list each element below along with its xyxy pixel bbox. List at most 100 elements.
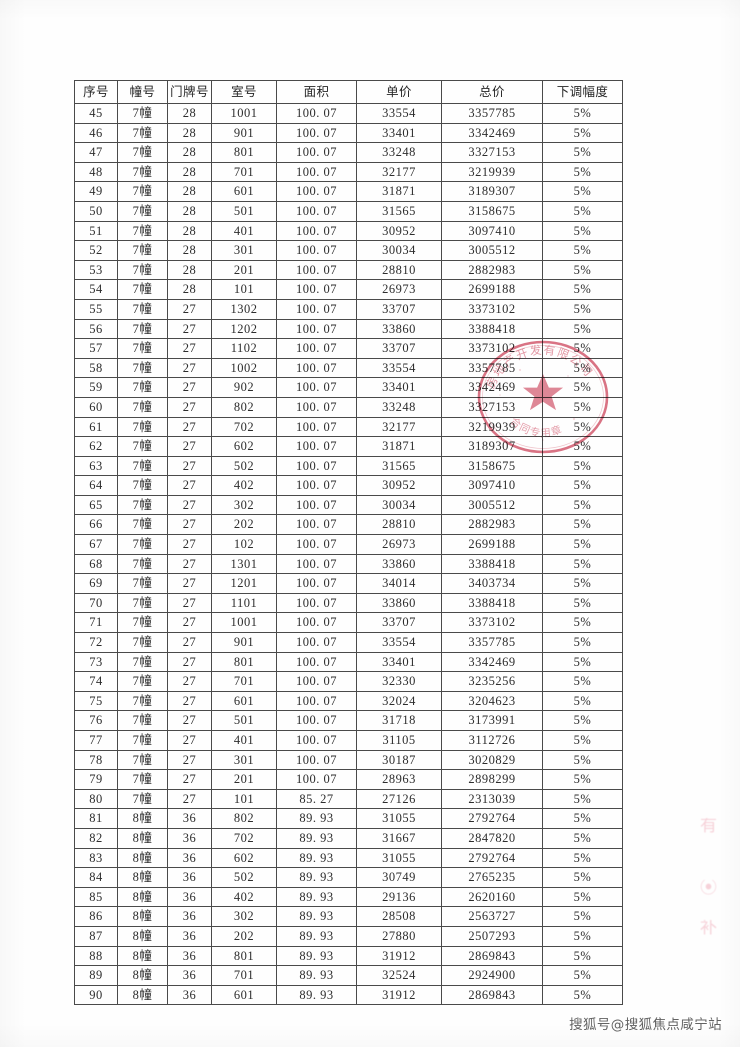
- cell-disc: 5%: [542, 553, 623, 575]
- cell-bldg: 7幢: [117, 632, 168, 653]
- cell-seq: 62: [74, 436, 118, 457]
- cell-room: 1302: [211, 298, 277, 320]
- cell-total: 3388418: [441, 318, 543, 340]
- table-row: 45 7幢 28 1001 100. 07 33554 3357785 5%: [74, 103, 623, 124]
- cell-disc: 5%: [542, 690, 623, 712]
- cell-disc: 5%: [542, 945, 623, 967]
- cell-area: 100. 07: [276, 553, 357, 575]
- cell-seq: 55: [74, 298, 118, 320]
- table-row: 88 8幢 36 801 89. 93 31912 2869843 5%: [74, 945, 623, 967]
- table-row: 59 7幢 27 902 100. 07 33401 3342469 5%: [74, 377, 623, 398]
- cell-total: 2882983: [441, 259, 543, 281]
- cell-disc: 5%: [542, 808, 623, 829]
- cell-room: 1002: [211, 357, 277, 379]
- cell-room: 702: [211, 416, 277, 438]
- cell-bldg: 8幢: [117, 965, 168, 986]
- cell-seq: 75: [74, 690, 118, 712]
- column-header-bldg: 幢号: [117, 80, 168, 104]
- cell-room: 302: [211, 906, 277, 927]
- cell-area: 89. 93: [276, 906, 357, 927]
- cell-disc: 5%: [542, 318, 623, 340]
- cell-total: 2699188: [441, 279, 543, 300]
- cell-bldg: 8幢: [117, 867, 168, 888]
- cell-bldg: 7幢: [117, 749, 168, 771]
- table-row: 76 7幢 27 501 100. 07 31718 3173991 5%: [74, 710, 623, 731]
- cell-disc: 5%: [542, 494, 623, 516]
- cell-room: 301: [211, 749, 277, 771]
- cell-area: 100. 07: [276, 690, 357, 712]
- cell-area: 100. 07: [276, 122, 357, 144]
- cell-unit: 33248: [356, 142, 442, 163]
- cell-unit: 33707: [356, 612, 442, 634]
- cell-bldg: 7幢: [117, 690, 168, 712]
- cell-total: 3112726: [441, 730, 543, 751]
- cell-disc: 5%: [542, 514, 623, 536]
- cell-bldg: 7幢: [117, 651, 168, 673]
- cell-disc: 5%: [542, 749, 623, 771]
- cell-total: 3020829: [441, 749, 543, 771]
- column-header-total: 总价: [441, 80, 543, 104]
- cell-room: 101: [211, 788, 277, 810]
- cell-total: 2924900: [441, 965, 543, 986]
- cell-area: 100. 07: [276, 396, 357, 418]
- cell-seq: 59: [74, 377, 118, 398]
- cell-unit: 30952: [356, 475, 442, 496]
- cell-bldg: 7幢: [117, 259, 168, 281]
- cell-total: 3357785: [441, 103, 543, 124]
- table-row: 49 7幢 28 601 100. 07 31871 3189307 5%: [74, 181, 623, 202]
- cell-seq: 71: [74, 612, 118, 634]
- cell-room: 502: [211, 455, 277, 477]
- table-row: 82 8幢 36 702 89. 93 31667 2847820 5%: [74, 827, 623, 849]
- cell-total: 3388418: [441, 553, 543, 575]
- column-header-area: 面积: [276, 80, 357, 104]
- table-row: 72 7幢 27 901 100. 07 33554 3357785 5%: [74, 632, 623, 653]
- cell-seq: 47: [74, 142, 118, 163]
- cell-total: 3342469: [441, 122, 543, 144]
- table-row: 58 7幢 27 1002 100. 07 33554 3357785 5%: [74, 357, 623, 379]
- cell-bldg: 7幢: [117, 475, 168, 496]
- cell-room: 902: [211, 377, 277, 398]
- cell-seq: 79: [74, 769, 118, 790]
- cell-total: 3097410: [441, 220, 543, 242]
- cell-room: 802: [211, 808, 277, 829]
- cell-total: 2792764: [441, 808, 543, 829]
- cell-seq: 88: [74, 945, 118, 967]
- cell-door: 28: [167, 161, 212, 183]
- cell-seq: 65: [74, 494, 118, 516]
- cell-unit: 32524: [356, 965, 442, 986]
- cell-area: 100. 07: [276, 161, 357, 183]
- cell-total: 3189307: [441, 181, 543, 202]
- cell-door: 27: [167, 710, 212, 731]
- cell-door: 36: [167, 984, 212, 1006]
- cell-unit: 30034: [356, 240, 442, 261]
- cell-door: 28: [167, 122, 212, 144]
- cell-disc: 5%: [542, 867, 623, 888]
- table-row: 51 7幢 28 401 100. 07 30952 3097410 5%: [74, 220, 623, 242]
- cell-area: 100. 07: [276, 592, 357, 614]
- cell-unit: 33707: [356, 298, 442, 320]
- cell-door: 36: [167, 847, 212, 869]
- cell-door: 27: [167, 475, 212, 496]
- cell-unit: 31565: [356, 200, 442, 222]
- cell-unit: 27880: [356, 925, 442, 947]
- cell-total: 3357785: [441, 357, 543, 379]
- cell-disc: 5%: [542, 338, 623, 359]
- cell-seq: 53: [74, 259, 118, 281]
- cell-room: 302: [211, 494, 277, 516]
- cell-room: 401: [211, 730, 277, 751]
- table-row: 66 7幢 27 202 100. 07 28810 2882983 5%: [74, 514, 623, 536]
- cell-unit: 27126: [356, 788, 442, 810]
- cell-area: 100. 07: [276, 710, 357, 731]
- cell-seq: 89: [74, 965, 118, 986]
- cell-unit: 33860: [356, 318, 442, 340]
- cell-door: 28: [167, 259, 212, 281]
- cell-area: 100. 07: [276, 259, 357, 281]
- cell-room: 1201: [211, 573, 277, 594]
- cell-total: 3327153: [441, 396, 543, 418]
- cell-disc: 5%: [542, 788, 623, 810]
- cell-disc: 5%: [542, 827, 623, 849]
- cell-area: 100. 07: [276, 318, 357, 340]
- cell-area: 100. 07: [276, 240, 357, 261]
- table-row: 68 7幢 27 1301 100. 07 33860 3388418 5%: [74, 553, 623, 575]
- table-row: 84 8幢 36 502 89. 93 30749 2765235 5%: [74, 867, 623, 888]
